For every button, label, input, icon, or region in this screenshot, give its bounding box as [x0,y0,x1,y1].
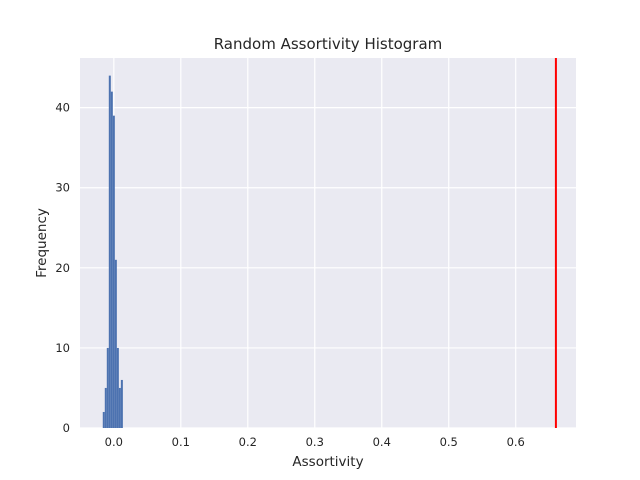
x-axis-label: Assortivity [292,454,363,470]
histogram-bar [108,75,111,428]
histogram-bars [102,75,123,429]
x-tick-label: 0.0 [105,435,123,449]
y-tick-label: 40 [55,101,70,115]
x-tick-label: 0.4 [373,435,391,449]
y-tick-label: 30 [55,181,70,195]
x-tick-label: 0.3 [306,435,324,449]
histogram-bar [120,379,123,428]
x-tick-label: 0.2 [239,435,257,449]
y-tick-label: 20 [55,261,70,275]
histogram-bar [114,259,117,428]
y-axis-label: Frequency [34,208,50,278]
histogram-bar [116,347,119,428]
y-tick-label: 10 [55,341,70,355]
x-gridlines [113,58,517,428]
histogram-bar [110,91,113,429]
chart-title: Random Assortivity Histogram [214,35,443,53]
x-tick-label: 0.5 [440,435,458,449]
y-tick-label: 0 [63,421,70,435]
x-tick-labels: 0.0 0.1 0.2 0.3 0.4 0.5 0.6 [105,435,525,449]
histogram-bar [102,411,105,428]
x-tick-label: 0.6 [507,435,525,449]
plot-area [80,58,576,428]
histogram-bar [118,387,121,428]
y-tick-labels: 0 10 20 30 40 [55,101,70,435]
histogram-bar [104,387,107,428]
y-gridlines [80,107,576,429]
histogram-bar [106,347,109,428]
histogram-bar [112,115,115,428]
x-tick-label: 0.1 [172,435,190,449]
